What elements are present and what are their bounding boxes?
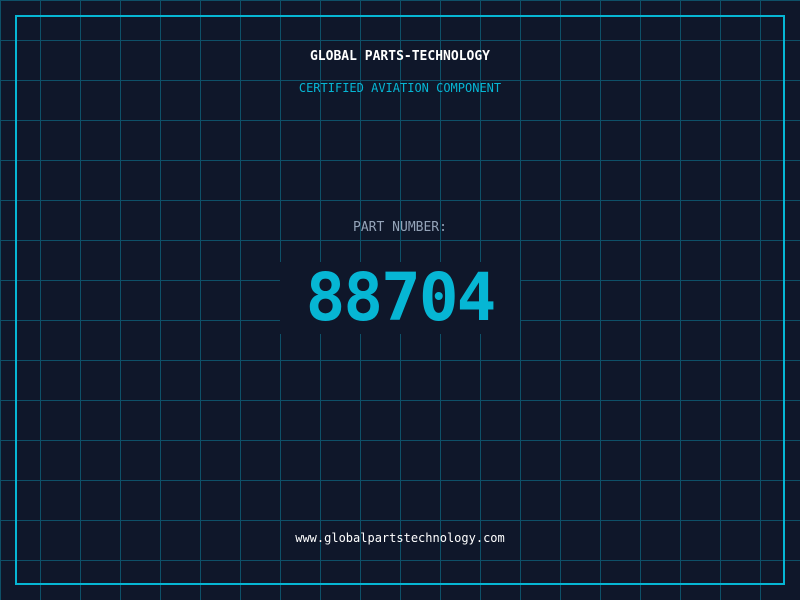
part-number: 88704 bbox=[305, 259, 497, 336]
part-number-label: PART NUMBER: bbox=[353, 220, 447, 235]
part-number-backdrop bbox=[280, 262, 520, 334]
subtitle: CERTIFIED AVIATION COMPONENT bbox=[298, 81, 502, 95]
company-name: GLOBAL PARTS-TECHNOLOGY bbox=[309, 49, 490, 64]
website-link[interactable]: www.globalpartstechnology.com bbox=[295, 531, 505, 545]
border-frame bbox=[15, 15, 785, 585]
